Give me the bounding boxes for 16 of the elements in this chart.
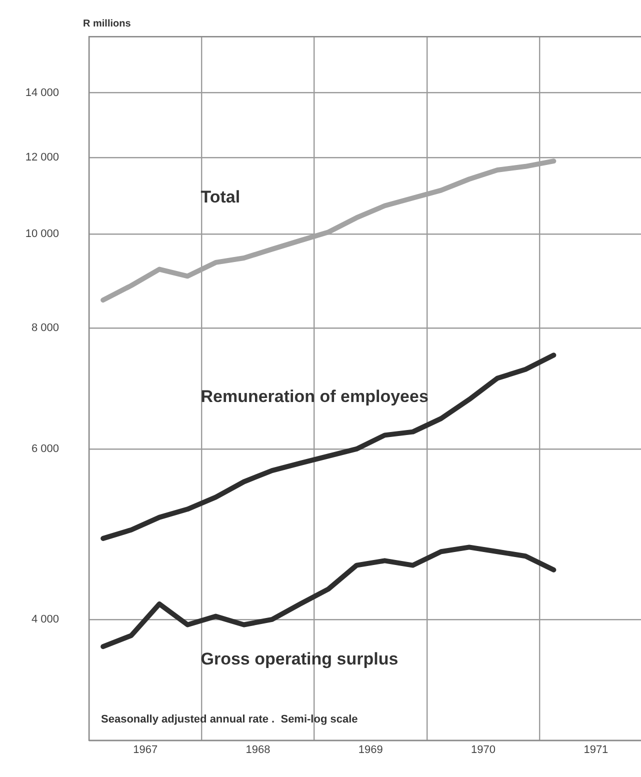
y-tick-label: 12 000 (25, 152, 59, 164)
x-tick-label: 1970 (471, 744, 496, 756)
y-tick-label: 4 000 (31, 613, 59, 626)
x-tick-label: 1971 (584, 744, 608, 756)
series-label: Remuneration of employees (200, 387, 428, 406)
annotation: Seasonally adjusted annual rate . Semi-log scale (101, 713, 358, 726)
x-tick-label: 1967 (133, 744, 158, 756)
y-tick-label: 14 000 (25, 86, 59, 99)
y-tick-label: 8 000 (31, 322, 59, 334)
y-axis-title: R millions (83, 18, 132, 30)
y-tick-label: 6 000 (31, 443, 59, 456)
y-tick-label: 10 000 (25, 228, 59, 240)
x-tick-label: 1968 (246, 744, 270, 756)
text: Total (200, 187, 240, 206)
x-tick-label: 1969 (358, 744, 383, 756)
series-label: Gross operating surplus (200, 649, 398, 668)
